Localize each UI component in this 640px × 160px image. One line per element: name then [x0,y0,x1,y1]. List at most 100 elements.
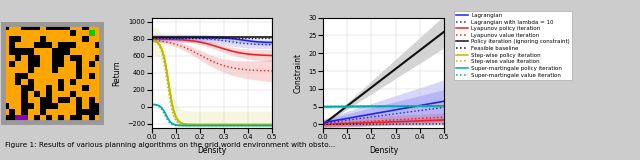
Bar [83,79,88,85]
Bar [52,73,58,79]
Bar [95,30,100,36]
Bar [40,48,46,55]
Bar [95,48,100,55]
Bar [34,36,40,42]
Bar [52,91,58,97]
Bar [3,48,10,55]
Bar [28,73,34,79]
Bar [70,109,76,116]
Y-axis label: Return: Return [113,60,122,86]
Bar [52,97,58,103]
Bar [52,42,58,48]
Bar [46,109,52,116]
Bar [64,85,70,91]
Bar [3,55,10,61]
Bar [70,103,76,109]
Bar [83,73,88,79]
Bar [64,109,70,116]
Bar [64,67,70,73]
Bar [3,109,10,116]
Bar [15,85,22,91]
Bar [15,61,22,67]
Bar [52,116,58,122]
Bar [58,36,64,42]
Bar [10,24,15,30]
Bar [15,103,22,109]
Bar [3,73,10,79]
Bar [3,61,10,67]
Bar [58,67,64,73]
Bar [34,30,40,36]
Bar [46,48,52,55]
Bar [58,30,64,36]
Bar [10,30,15,36]
Bar [88,24,95,30]
Legend: Lagrangian, Lagrangian with lambda = 10, Lyapunov policy iteration, Lyapunov val: Lagrangian, Lagrangian with lambda = 10,… [454,11,572,80]
Bar [95,73,100,79]
Bar [46,36,52,42]
Bar [22,67,28,73]
Bar [10,103,15,109]
Bar [22,30,28,36]
Bar [58,109,64,116]
Bar [15,109,22,116]
Bar [28,91,34,97]
Bar [70,97,76,103]
Bar [76,85,83,91]
Bar [3,79,10,85]
Bar [40,79,46,85]
Bar [95,67,100,73]
Bar [34,67,40,73]
Bar [76,30,83,36]
Bar [83,97,88,103]
Bar [64,73,70,79]
Bar [64,30,70,36]
Bar [34,73,40,79]
Bar [10,85,15,91]
Bar [70,36,76,42]
Bar [95,24,100,30]
Bar [28,42,34,48]
Bar [76,48,83,55]
Bar [88,91,95,97]
Bar [46,79,52,85]
Bar [64,91,70,97]
Bar [22,61,28,67]
Bar [52,79,58,85]
Bar [40,85,46,91]
Bar [83,61,88,67]
Bar [52,109,58,116]
Bar [3,91,10,97]
Bar [58,103,64,109]
Bar [3,67,10,73]
Bar [28,109,34,116]
Bar [70,24,76,30]
Bar [58,91,64,97]
Bar [3,85,10,91]
Bar [52,85,58,91]
Bar [83,116,88,122]
Bar [88,30,95,36]
Bar [46,67,52,73]
Bar [64,36,70,42]
Bar [76,24,83,30]
Bar [40,116,46,122]
Bar [40,30,46,36]
Bar [10,55,15,61]
Bar [15,91,22,97]
Bar [15,116,22,122]
Bar [40,24,46,30]
Bar [88,55,95,61]
Y-axis label: Constraint: Constraint [294,53,303,93]
Bar [34,48,40,55]
Bar [15,97,22,103]
Bar [3,36,10,42]
Bar [76,91,83,97]
Bar [52,30,58,36]
Bar [46,30,52,36]
Bar [34,109,40,116]
Bar [15,67,22,73]
Bar [88,42,95,48]
X-axis label: Density: Density [369,146,398,155]
Bar [28,116,34,122]
